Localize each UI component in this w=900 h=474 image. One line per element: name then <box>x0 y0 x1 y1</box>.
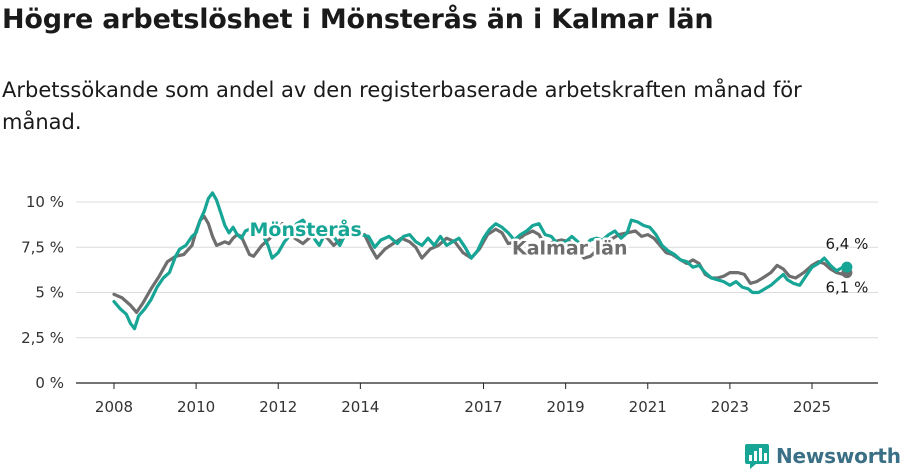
x-tick-label: 2017 <box>464 398 502 416</box>
series-name-label: Kalmar län <box>512 237 628 259</box>
series-end-label: 6,4 % <box>825 235 868 253</box>
series-line-kalmar-lan <box>112 214 849 314</box>
x-tick-label: 2021 <box>629 398 667 416</box>
x-tick-label: 2019 <box>547 398 585 416</box>
brand-logo: Newsworthy <box>744 442 900 470</box>
y-tick-label: 7,5 % <box>21 238 64 256</box>
page-subtitle: Arbetssökande som andel av den registerb… <box>2 78 802 134</box>
x-tick-label: 2008 <box>95 398 133 416</box>
series-line-monsteras <box>112 191 849 331</box>
x-tick-label: 2010 <box>177 398 215 416</box>
x-tick-label: 2012 <box>259 398 297 416</box>
brand-name: Newsworthy <box>776 444 900 468</box>
newsworthy-chart-icon <box>745 444 769 469</box>
y-tick-label: 0 % <box>35 374 64 392</box>
x-tick-label: 2014 <box>341 398 379 416</box>
y-tick-label: 10 % <box>26 193 64 211</box>
x-tick-label: 2023 <box>711 398 749 416</box>
x-tick-label: 2025 <box>793 398 831 416</box>
series-name-label: Mönsterås <box>249 217 361 241</box>
series-end-label: 6,1 % <box>825 279 868 297</box>
y-tick-label: 5 % <box>35 284 64 302</box>
series-label-halo: Mönsterås <box>249 217 361 241</box>
y-tick-label: 2,5 % <box>21 329 64 347</box>
series-end-point <box>841 261 853 273</box>
series-label-halo: Kalmar län <box>512 237 628 259</box>
page-title: Högre arbetslöshet i Mönsterås än i Kalm… <box>2 4 714 35</box>
